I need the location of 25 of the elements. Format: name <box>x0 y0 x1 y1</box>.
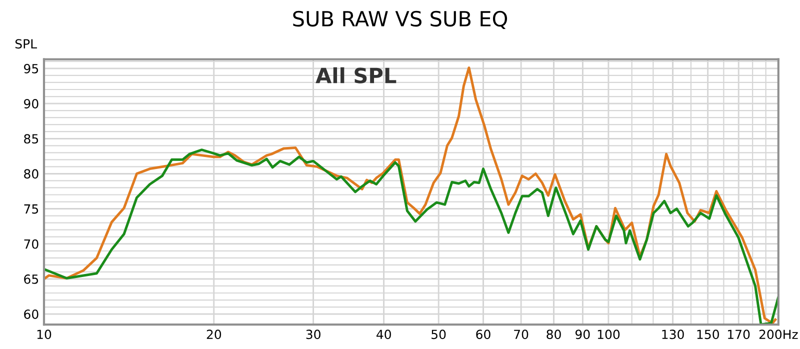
y-tick-label: 75 <box>24 204 38 214</box>
y-tick-label: 70 <box>24 239 38 249</box>
x-tick-label: 90 <box>575 330 590 340</box>
x-tick-label: 170 <box>728 330 750 340</box>
x-tick-label: 30 <box>306 330 320 340</box>
x-tick-label: 20 <box>206 330 222 340</box>
annotation: All SPL <box>316 67 396 84</box>
x-tick-label: 10 <box>37 330 52 340</box>
y-tick-label: 60 <box>24 310 38 319</box>
chart-title: SUB RAW VS SUB EQ <box>293 10 508 29</box>
y-tick-label: 80 <box>24 169 38 179</box>
y-tick-label: 95 <box>24 64 38 74</box>
y-tick-label: 65 <box>24 274 38 284</box>
x-tick-label: 70 <box>514 330 528 340</box>
y-axis-title: SPL <box>15 39 37 49</box>
y-tick-label: 85 <box>24 134 38 144</box>
x-tick-label: 60 <box>476 330 490 340</box>
x-tick-label: 130 <box>662 330 684 340</box>
x-tick-label: 200Hz <box>759 330 798 340</box>
x-tick-label: 40 <box>376 330 391 340</box>
x-tick-label: 80 <box>546 330 561 340</box>
x-tick-label: 100 <box>598 330 620 340</box>
y-tick-label: 90 <box>24 99 38 108</box>
x-tick-label: 50 <box>432 330 446 340</box>
x-tick-label: 150 <box>697 330 719 340</box>
